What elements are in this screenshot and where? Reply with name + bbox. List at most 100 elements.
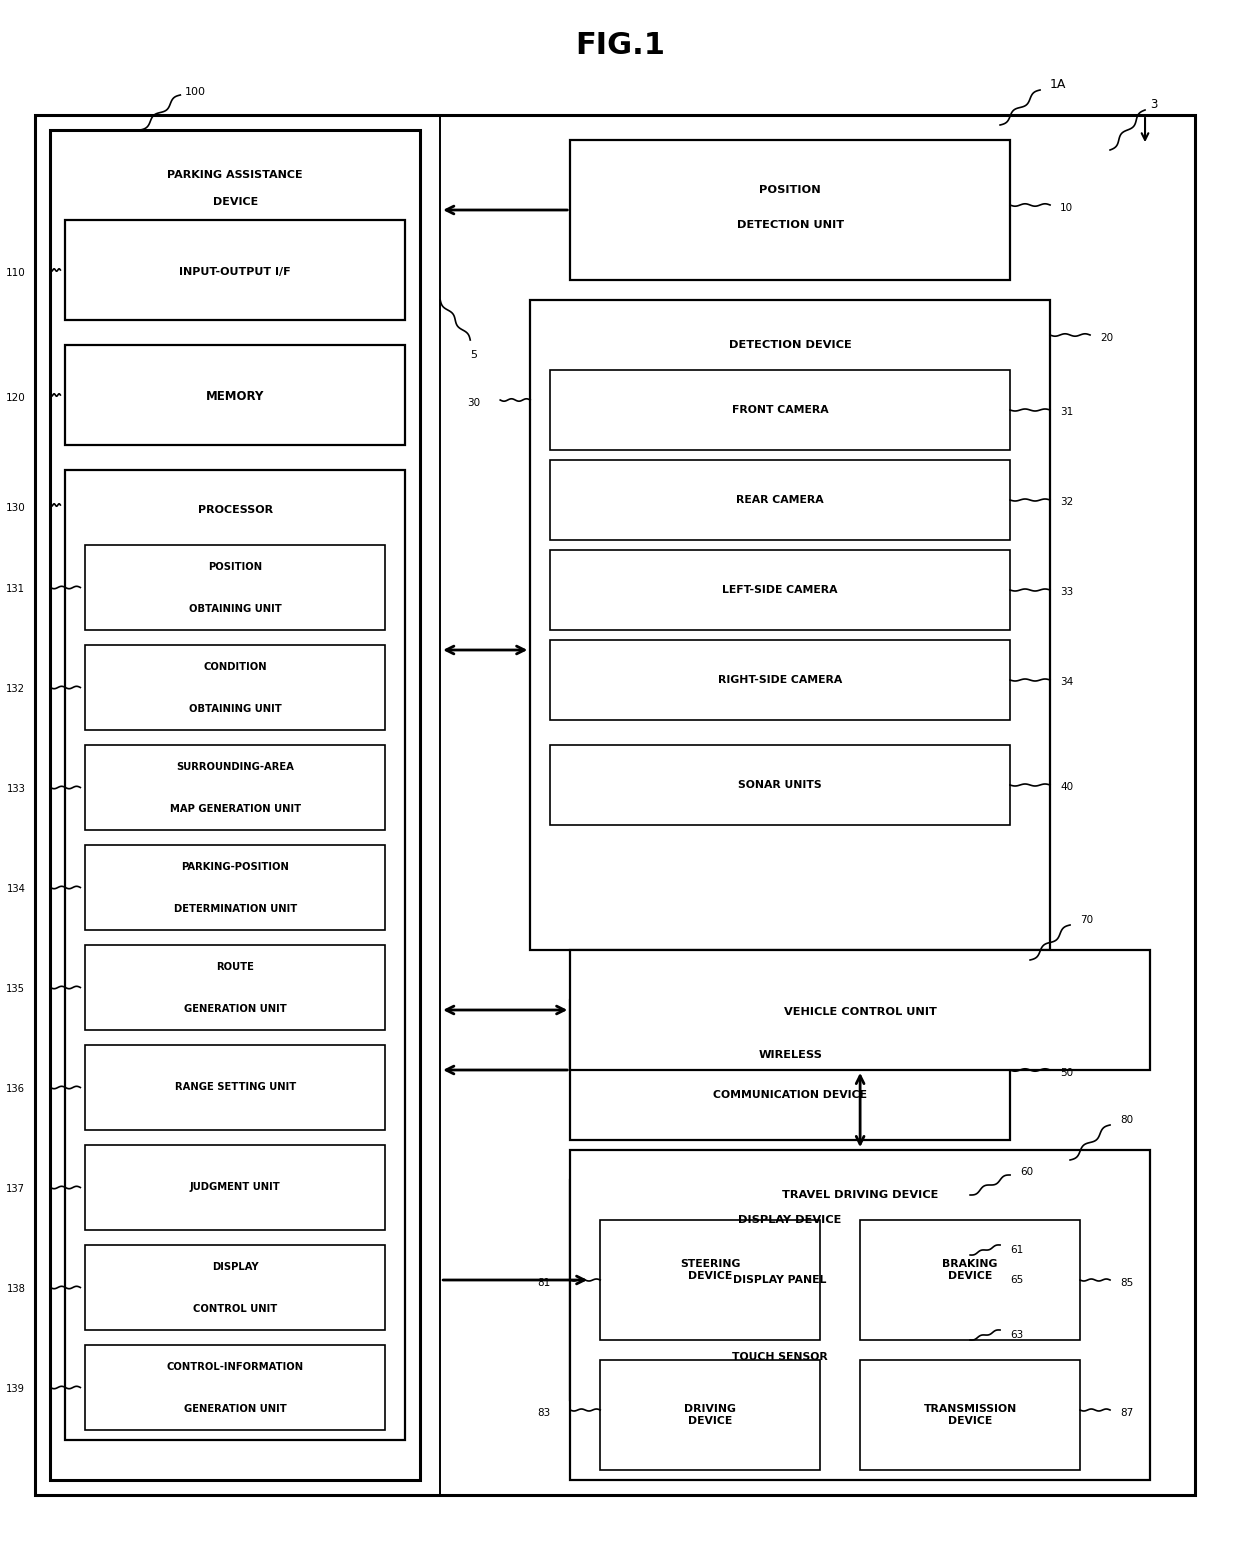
Text: 100: 100 — [185, 87, 206, 96]
Text: PARKING ASSISTANCE: PARKING ASSISTANCE — [167, 170, 303, 180]
Text: 83: 83 — [537, 1408, 551, 1418]
Bar — [551, 640, 1011, 720]
Text: DISPLAY: DISPLAY — [212, 1262, 259, 1271]
Text: MEMORY: MEMORY — [206, 391, 264, 403]
Text: 132: 132 — [6, 685, 25, 694]
Bar — [66, 219, 405, 321]
Text: RIGHT-SIDE CAMERA: RIGHT-SIDE CAMERA — [718, 675, 842, 685]
Text: BRAKING
DEVICE: BRAKING DEVICE — [942, 1259, 998, 1281]
Bar — [86, 1046, 386, 1130]
Bar — [531, 300, 1050, 951]
Bar — [86, 646, 386, 730]
Bar — [86, 745, 386, 829]
Text: 10: 10 — [1060, 202, 1073, 213]
Text: TRAVEL DRIVING DEVICE: TRAVEL DRIVING DEVICE — [782, 1190, 939, 1200]
Text: CONTROL UNIT: CONTROL UNIT — [193, 1304, 278, 1313]
Bar — [570, 951, 1149, 1071]
Text: CONTROL-INFORMATION: CONTROL-INFORMATION — [166, 1362, 304, 1371]
Bar — [36, 115, 1195, 1495]
Text: TOUCH SENSOR: TOUCH SENSOR — [733, 1352, 828, 1362]
Text: 61: 61 — [1011, 1245, 1023, 1256]
Text: INPUT-OUTPUT I/F: INPUT-OUTPUT I/F — [180, 268, 291, 277]
Bar — [590, 1245, 970, 1315]
Bar — [51, 131, 420, 1480]
Text: 120: 120 — [6, 394, 25, 403]
Text: 87: 87 — [1120, 1408, 1133, 1418]
Text: CONDITION: CONDITION — [203, 661, 267, 672]
Text: REAR CAMERA: REAR CAMERA — [737, 495, 823, 506]
Bar — [86, 1145, 386, 1229]
Text: ROUTE: ROUTE — [216, 962, 254, 971]
Text: 33: 33 — [1060, 587, 1074, 598]
Text: DRIVING
DEVICE: DRIVING DEVICE — [684, 1404, 737, 1425]
Bar — [551, 461, 1011, 540]
Text: 85: 85 — [1120, 1277, 1133, 1288]
Text: RANGE SETTING UNIT: RANGE SETTING UNIT — [175, 1083, 296, 1092]
Text: 5: 5 — [470, 350, 477, 359]
Text: 31: 31 — [1060, 408, 1074, 417]
Bar — [86, 944, 386, 1030]
Bar — [861, 1220, 1080, 1340]
Text: POSITION: POSITION — [208, 562, 263, 571]
Text: COMMUNICATION DEVICE: COMMUNICATION DEVICE — [713, 1091, 867, 1100]
Text: 60: 60 — [1021, 1167, 1033, 1176]
Bar — [570, 1179, 1011, 1400]
Text: 70: 70 — [1080, 915, 1094, 924]
Bar — [551, 745, 1011, 825]
Bar — [66, 470, 405, 1439]
Bar — [600, 1360, 820, 1470]
Text: 137: 137 — [6, 1184, 25, 1195]
Text: 130: 130 — [6, 503, 25, 513]
Text: VEHICLE CONTROL UNIT: VEHICLE CONTROL UNIT — [784, 1007, 936, 1018]
Text: WIRELESS: WIRELESS — [758, 1050, 822, 1060]
Text: 40: 40 — [1060, 783, 1073, 792]
Text: FIG.1: FIG.1 — [575, 31, 665, 59]
Bar — [570, 140, 1011, 280]
Text: JUDGMENT UNIT: JUDGMENT UNIT — [190, 1183, 280, 1192]
Text: DETECTION DEVICE: DETECTION DEVICE — [729, 341, 852, 350]
Text: LEFT-SIDE CAMERA: LEFT-SIDE CAMERA — [723, 585, 838, 594]
Text: OBTAINING UNIT: OBTAINING UNIT — [188, 703, 281, 714]
Text: 138: 138 — [6, 1285, 25, 1295]
Text: SONAR UNITS: SONAR UNITS — [738, 780, 822, 790]
Bar — [570, 1001, 1011, 1141]
Text: PROCESSOR: PROCESSOR — [197, 506, 273, 515]
Text: TRANSMISSION
DEVICE: TRANSMISSION DEVICE — [924, 1404, 1017, 1425]
Bar — [86, 1245, 386, 1330]
Text: 1A: 1A — [1050, 78, 1066, 92]
Text: 50: 50 — [1060, 1067, 1073, 1078]
Text: SURROUNDING-AREA: SURROUNDING-AREA — [176, 761, 294, 772]
Bar — [861, 1360, 1080, 1470]
Bar — [66, 345, 405, 445]
Bar — [551, 549, 1011, 630]
Text: DISPLAY PANEL: DISPLAY PANEL — [733, 1274, 827, 1285]
Text: 20: 20 — [1100, 333, 1114, 342]
Bar — [551, 370, 1011, 450]
Text: STEERING
DEVICE: STEERING DEVICE — [680, 1259, 740, 1281]
Text: 30: 30 — [467, 398, 480, 408]
Bar — [86, 545, 386, 630]
Text: 133: 133 — [6, 784, 25, 795]
Text: DEVICE: DEVICE — [213, 198, 258, 207]
Text: GENERATION UNIT: GENERATION UNIT — [184, 1004, 286, 1013]
Text: DETERMINATION UNIT: DETERMINATION UNIT — [174, 904, 296, 913]
Text: 63: 63 — [1011, 1330, 1023, 1340]
Text: FRONT CAMERA: FRONT CAMERA — [732, 405, 828, 415]
Text: 65: 65 — [1011, 1274, 1023, 1285]
Text: 34: 34 — [1060, 677, 1074, 688]
Bar — [86, 1344, 386, 1430]
Text: 80: 80 — [1120, 1116, 1133, 1125]
Text: DETECTION UNIT: DETECTION UNIT — [737, 219, 843, 230]
Text: 136: 136 — [6, 1085, 25, 1094]
Text: PARKING-POSITION: PARKING-POSITION — [181, 862, 289, 871]
Text: 135: 135 — [6, 985, 25, 994]
Text: GENERATION UNIT: GENERATION UNIT — [184, 1404, 286, 1413]
Text: 81: 81 — [537, 1277, 551, 1288]
Text: MAP GENERATION UNIT: MAP GENERATION UNIT — [170, 803, 301, 814]
Text: 131: 131 — [6, 585, 25, 594]
Text: 134: 134 — [6, 884, 25, 895]
Text: 139: 139 — [6, 1385, 25, 1394]
Bar — [590, 1326, 970, 1390]
Text: 110: 110 — [6, 268, 25, 279]
Bar — [86, 845, 386, 930]
